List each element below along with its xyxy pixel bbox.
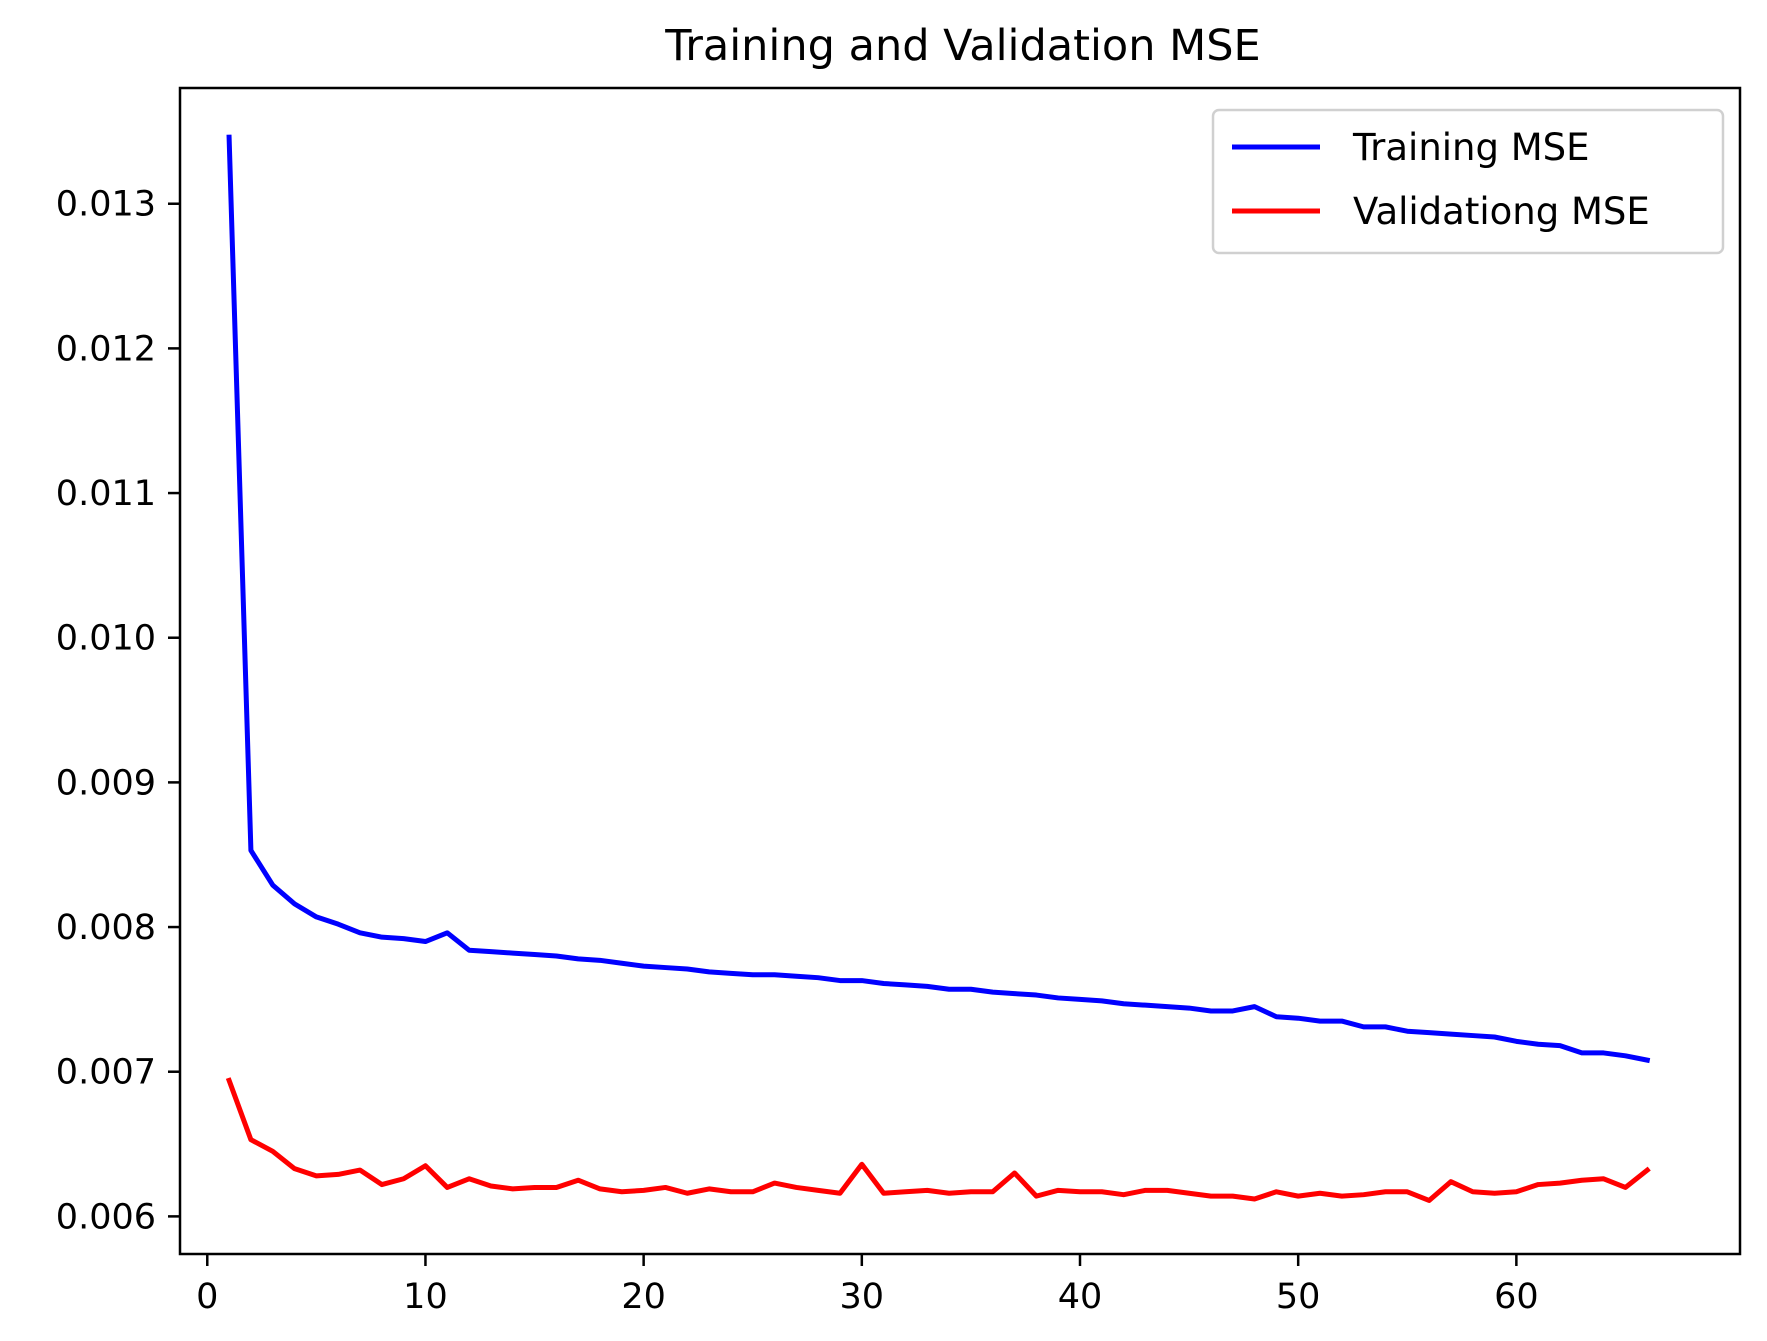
x-tick-label: 60 [1494,1277,1539,1317]
x-tick-label: 10 [403,1277,448,1317]
series-line-validationg-mse [225,1077,1651,1203]
series-layer [225,134,1651,1203]
y-tick-label: 0.006 [56,1197,156,1237]
x-tick-label: 0 [196,1277,218,1317]
x-tick-label: 20 [621,1277,666,1317]
series-line-training-mse [226,134,1651,1064]
legend: Training MSE Validationg MSE [1211,108,1725,255]
legend-box [1211,108,1725,255]
y-tick-label: 0.011 [56,474,156,514]
y-tick-label: 0.009 [56,763,156,803]
legend-label-validationg-mse: Validationg MSE [1353,190,1650,233]
chart-title: Training and Validation MSE [664,21,1260,71]
plot-frame [178,86,1742,1256]
y-tick-label: 0.010 [56,619,156,659]
y-axis: 0.006 0.007 0.008 0.009 0.010 0.011 0.012 0.013 [56,185,180,1237]
x-axis: 0 10 20 30 40 50 60 [196,1254,1539,1317]
y-tick-label: 0.008 [56,908,156,948]
y-tick-label: 0.013 [56,185,156,225]
x-tick-label: 50 [1276,1277,1321,1317]
y-tick-label: 0.007 [56,1053,156,1093]
legend-label-training-mse: Training MSE [1352,126,1590,169]
y-tick-label: 0.012 [56,329,156,369]
x-tick-label: 40 [1058,1277,1103,1317]
x-tick-label: 30 [840,1277,885,1317]
